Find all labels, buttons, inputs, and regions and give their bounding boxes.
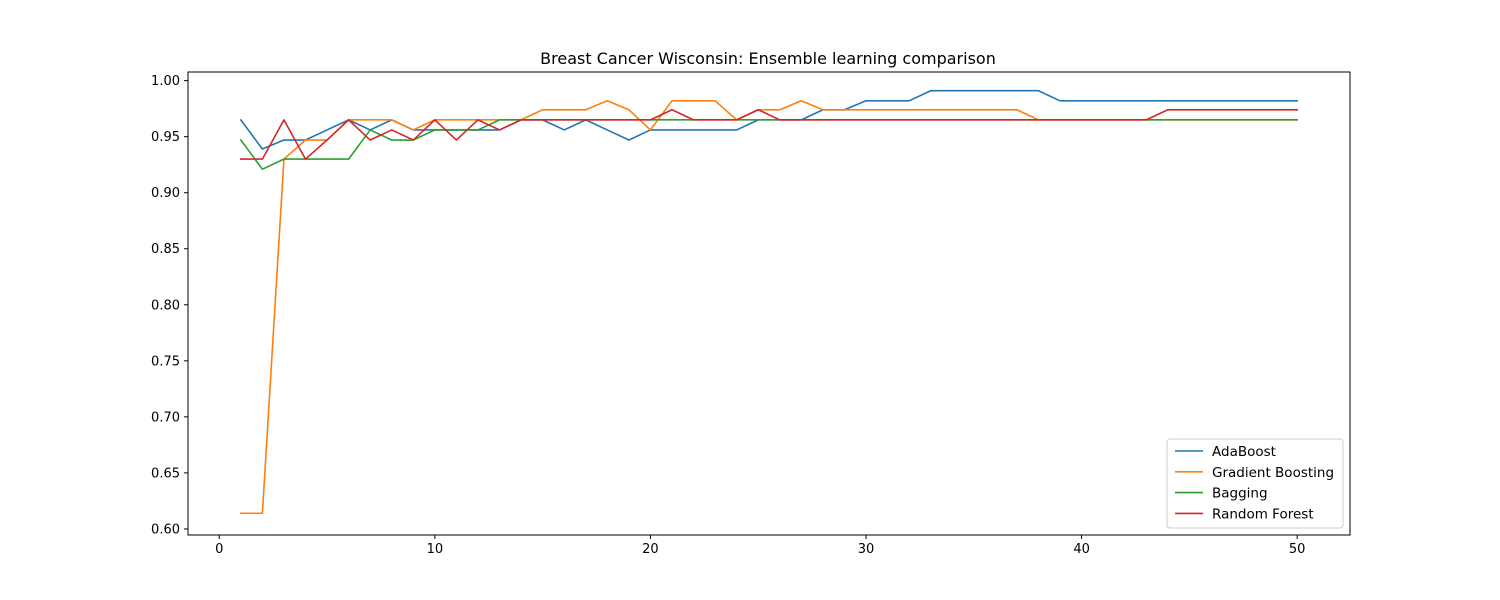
- series-line-bagging: [239, 119, 1298, 170]
- legend-label: Random Forest: [1212, 506, 1314, 522]
- x-tick-label: 50: [1289, 542, 1306, 557]
- legend-label: Bagging: [1212, 486, 1268, 502]
- chart-title: Breast Cancer Wisconsin: Ensemble learni…: [540, 49, 996, 68]
- legend-label: Gradient Boosting: [1212, 465, 1334, 481]
- y-tick-label: 1.00: [151, 74, 180, 89]
- series-layer: [239, 89, 1298, 515]
- y-tick-label: 0.60: [151, 522, 180, 537]
- x-tick-label: 20: [642, 542, 659, 557]
- y-tick-label: 0.90: [151, 186, 180, 201]
- y-axis: 0.60 0.65 0.70 0.75 0.80 0.85 0.90 0.95 1.00: [151, 74, 188, 537]
- series-line-random-forest: [240, 108, 1298, 160]
- legend: AdaBoost Gradient Boosting Bagging Random F…: [1166, 438, 1344, 529]
- x-axis: 0 10 20 30 40 50: [215, 535, 1305, 557]
- x-tick-label: 10: [427, 542, 444, 557]
- y-tick-label: 0.95: [151, 130, 180, 145]
- y-tick-label: 0.75: [151, 354, 180, 369]
- x-tick-label: 40: [1073, 542, 1090, 557]
- legend-label: AdaBoost: [1212, 444, 1276, 460]
- x-tick-label: 30: [858, 542, 875, 557]
- y-tick-label: 0.65: [151, 466, 180, 481]
- y-tick-label: 0.70: [151, 410, 180, 425]
- series-line-gradient-boosting: [240, 100, 1298, 515]
- y-tick-label: 0.80: [151, 298, 180, 313]
- legend-box: [1166, 438, 1344, 529]
- y-tick-label: 0.85: [151, 242, 180, 257]
- plot-frame: [187, 71, 1351, 536]
- x-tick-label: 0: [215, 542, 223, 557]
